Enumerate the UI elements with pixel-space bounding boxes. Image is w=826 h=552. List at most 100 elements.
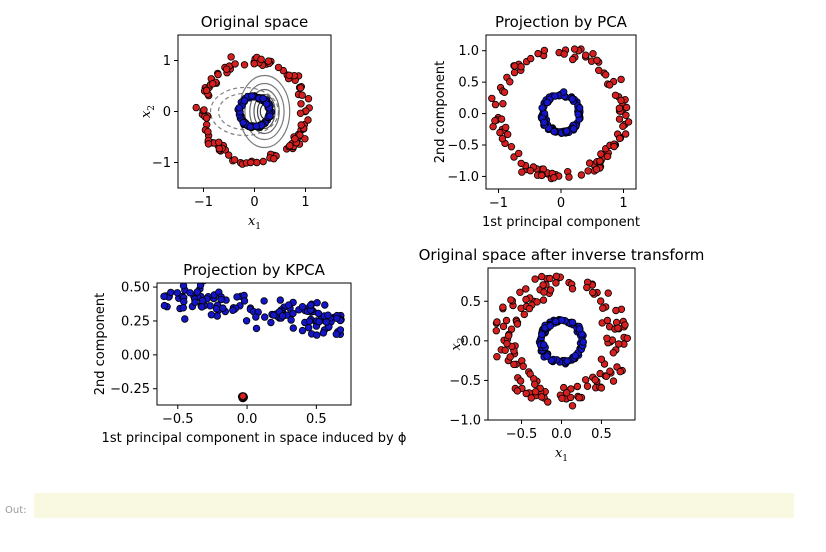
data-point-a <box>538 171 546 180</box>
x-tick-label: 0.0 <box>551 427 572 442</box>
data-point-b <box>579 338 587 346</box>
data-point-a <box>321 301 329 309</box>
data-point-a <box>222 65 231 73</box>
data-point-a <box>507 142 516 151</box>
data-point-a <box>267 318 275 327</box>
data-point-a <box>603 334 611 342</box>
x-tick-label: −1 <box>194 195 213 210</box>
y-tick-label: 0.00 <box>121 348 150 363</box>
data-point-a <box>291 135 299 143</box>
data-point-a <box>597 384 606 392</box>
data-point-b <box>538 104 546 112</box>
y-tick-label: 0.25 <box>121 314 150 329</box>
data-point-a <box>525 304 534 313</box>
y-tick-label: 0.0 <box>458 107 479 122</box>
data-point-a <box>593 56 601 64</box>
data-point-a <box>324 311 332 319</box>
y-tick-label: 0.5 <box>460 295 481 310</box>
data-point-a <box>539 281 547 289</box>
data-point-a <box>491 100 500 109</box>
data-point-a <box>493 353 501 361</box>
data-point-a <box>233 293 241 301</box>
plot-area <box>488 45 633 183</box>
data-point-a <box>493 318 501 326</box>
x-tick-label: 1 <box>301 195 309 210</box>
data-point-a <box>499 99 507 108</box>
data-point-a <box>606 367 614 375</box>
contour-positive-2 <box>249 88 280 135</box>
data-point-b <box>546 322 554 330</box>
data-point-a <box>229 306 237 314</box>
y-tick-label: 1 <box>163 54 171 69</box>
x-axis-label: x1 <box>555 446 568 464</box>
data-point-a <box>614 324 622 332</box>
data-point-a <box>230 156 239 164</box>
data-point-a <box>522 285 530 293</box>
data-point-a <box>591 376 599 384</box>
data-point-a <box>596 157 604 165</box>
data-point-a <box>526 166 535 175</box>
data-point-a <box>504 332 513 340</box>
data-point-a <box>595 66 603 74</box>
data-point-b <box>558 316 566 324</box>
y-tick-label: −1.0 <box>449 414 481 429</box>
data-point-a <box>531 380 539 388</box>
data-point-a <box>597 150 605 158</box>
data-point-a <box>204 140 213 148</box>
data-point-b <box>235 104 243 112</box>
plot-area <box>492 272 631 410</box>
chart-title: Original space <box>201 13 308 31</box>
data-point-a <box>566 393 575 402</box>
data-point-a <box>274 63 283 72</box>
data-point-b <box>263 100 271 108</box>
plot-area <box>160 283 345 403</box>
data-point-a <box>599 304 607 312</box>
data-point-b <box>540 341 548 349</box>
data-point-a <box>193 288 201 296</box>
data-point-a <box>622 111 630 119</box>
data-point-a <box>240 61 249 69</box>
data-point-b <box>571 352 579 360</box>
data-point-a <box>314 309 323 318</box>
data-point-a <box>191 298 199 306</box>
data-point-a <box>611 91 620 99</box>
y-axis-label: x2 <box>449 337 467 350</box>
data-point-a <box>304 116 312 124</box>
data-point-a <box>609 377 618 385</box>
data-point-a <box>285 71 293 79</box>
chart-title: Projection by KPCA <box>183 261 325 279</box>
data-point-a <box>488 94 496 103</box>
data-point-a <box>622 103 631 112</box>
data-point-b <box>568 318 577 327</box>
data-point-b <box>239 392 247 400</box>
data-point-a <box>499 322 508 331</box>
data-point-a <box>615 340 623 348</box>
data-point-a <box>539 165 548 173</box>
x-axis-label: 1st principal component <box>482 215 640 230</box>
chart-1: −1 0 1 −1 0 1 Original space x1 x2 <box>139 13 332 232</box>
data-point-a <box>534 49 542 58</box>
data-point-a <box>619 122 627 130</box>
data-point-a <box>621 321 629 329</box>
data-point-a <box>500 88 509 96</box>
data-point-a <box>298 303 307 311</box>
y-tick-label: −1.0 <box>447 170 479 185</box>
data-point-a <box>252 324 261 333</box>
output-box <box>34 493 794 518</box>
data-point-a <box>568 285 577 293</box>
data-point-a <box>270 311 278 319</box>
data-point-a <box>259 157 267 166</box>
data-point-a <box>624 118 633 126</box>
data-point-a <box>603 152 612 161</box>
data-point-a <box>615 115 624 123</box>
x-tick-label: 1 <box>619 196 627 211</box>
data-point-a <box>577 171 586 179</box>
data-point-b <box>550 127 558 136</box>
data-point-a <box>207 311 216 319</box>
data-point-a <box>583 283 591 292</box>
data-point-a <box>602 71 610 79</box>
data-point-b <box>239 118 247 127</box>
data-point-a <box>287 316 295 324</box>
data-point-a <box>510 360 518 369</box>
data-point-a <box>609 349 617 357</box>
